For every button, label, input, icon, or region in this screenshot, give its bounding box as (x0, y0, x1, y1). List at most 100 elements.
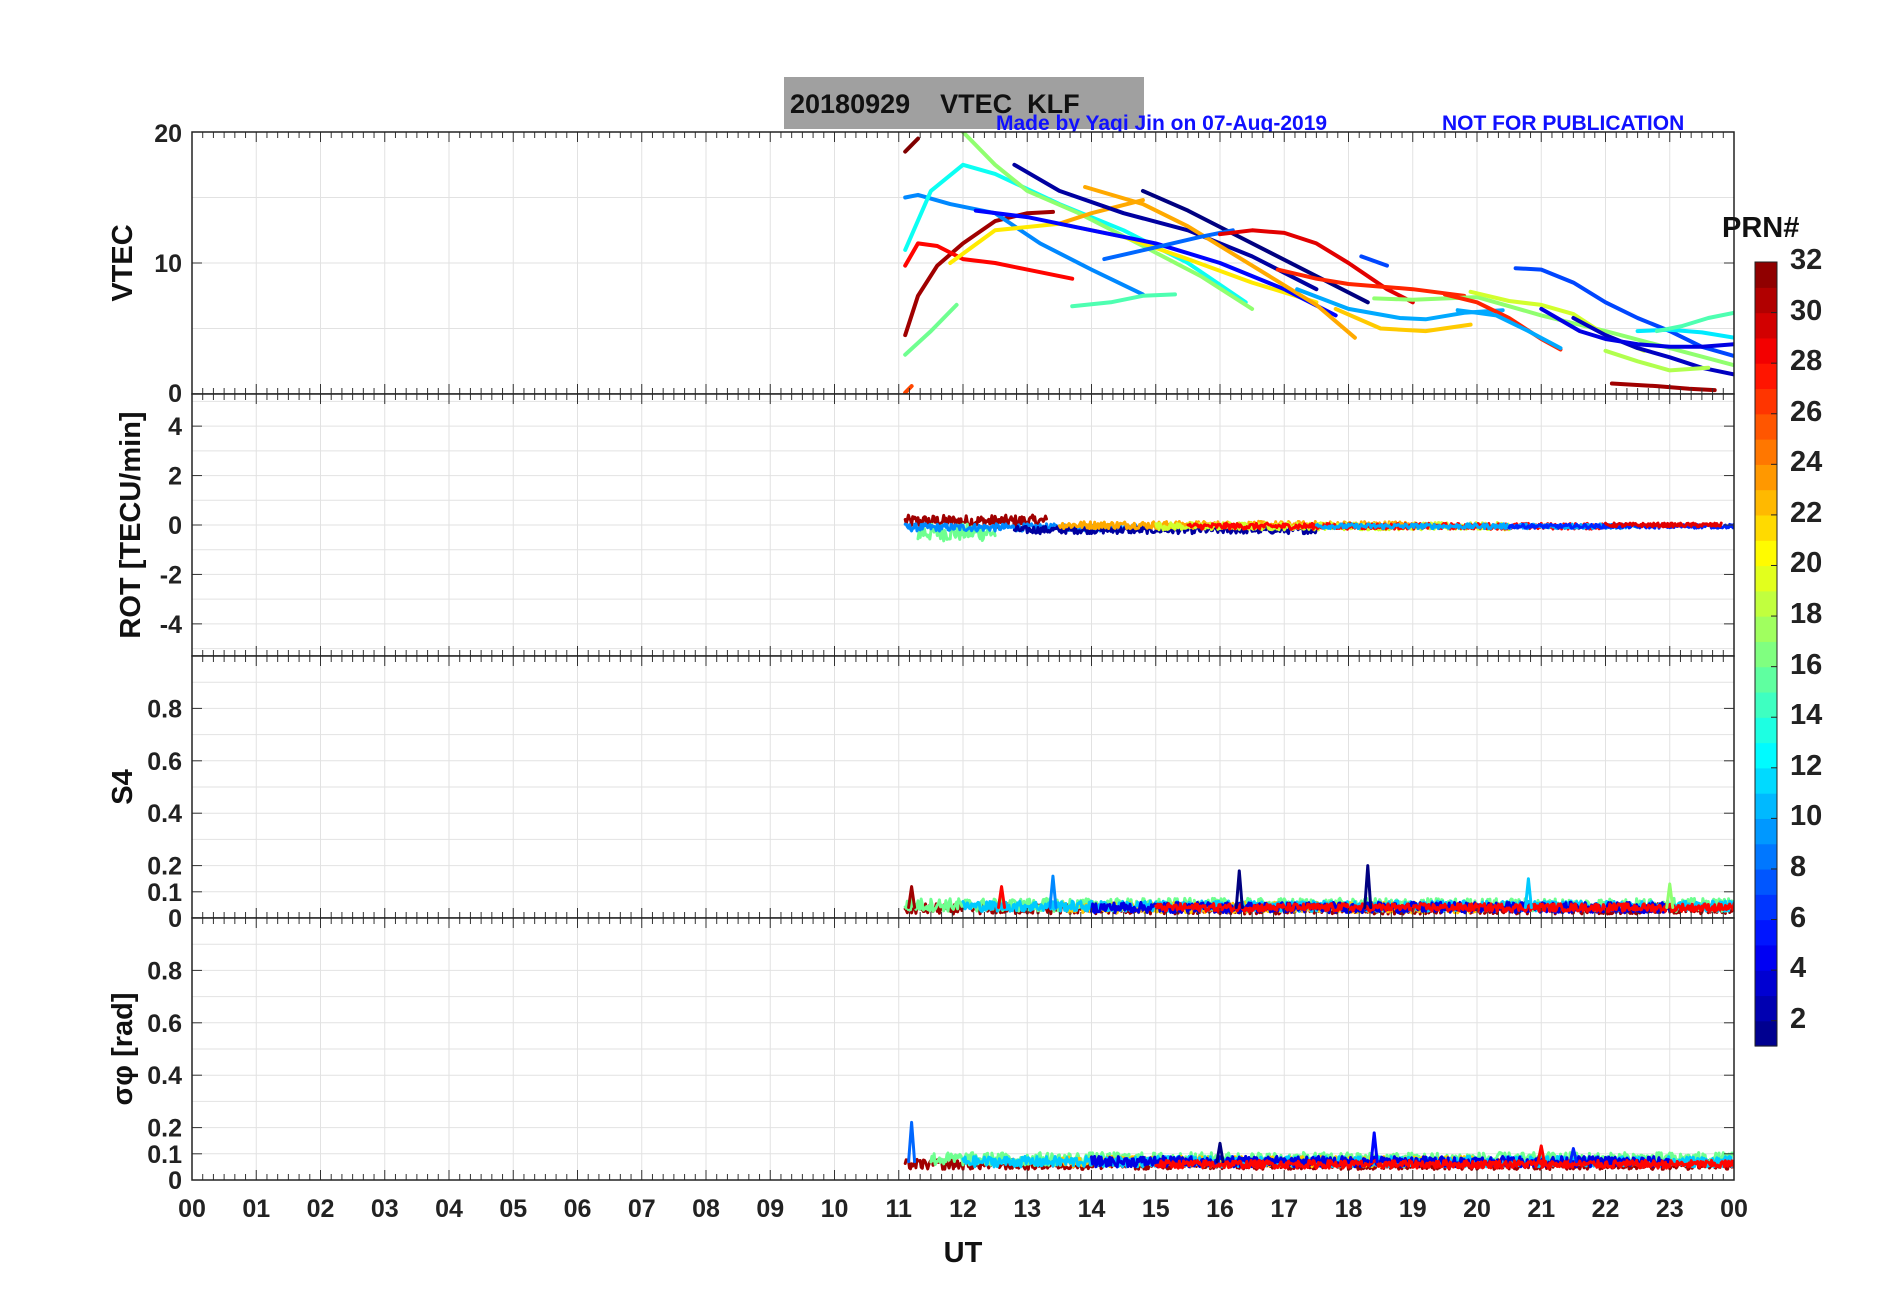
series-line-prn-28 (1154, 1158, 1734, 1170)
x-tick-label: 20 (1463, 1195, 1491, 1223)
y-tick-label: 0.8 (147, 695, 182, 723)
spike-prn-28 (997, 885, 1007, 910)
series-line-prn-8 (1102, 228, 1235, 262)
y-tick-label: 20 (154, 120, 182, 148)
x-tick-label: 03 (371, 1195, 399, 1223)
series-line-prn-29 (1604, 521, 1723, 529)
colorbar-band (1755, 363, 1777, 390)
colorbar-tick-label: 14 (1790, 699, 1823, 732)
y-tick-label: 2 (168, 463, 182, 491)
series-line-prn-2 (1012, 162, 1319, 292)
x-axis-label: UT (944, 1237, 983, 1269)
spike-prn-11 (1523, 877, 1533, 910)
colorbar-tick-label: 10 (1790, 800, 1823, 833)
series-group (903, 513, 1734, 543)
panel-vtec: 0 10 20 VTEC (107, 120, 1735, 408)
x-tick-label: 02 (307, 1195, 335, 1223)
spike-prn-1 (1234, 869, 1244, 910)
x-tick-label: 04 (435, 1195, 463, 1223)
spike-prn-17 (1665, 882, 1675, 910)
series-line-prn-27 (1275, 267, 1467, 298)
series-line-prn-15 (1654, 310, 1734, 334)
x-tick-label: 08 (692, 1195, 720, 1223)
colorbar-frame (1754, 261, 1778, 1047)
panel-rot: -4 -2 0 2 4 ROT [TECU/min] (115, 393, 1735, 657)
colorbar-band (1755, 565, 1777, 592)
colorbar-band (1755, 717, 1777, 744)
colorbar-band (1755, 691, 1777, 718)
colorbar-band (1755, 590, 1777, 617)
colorbar-band (1755, 641, 1777, 668)
x-tick-label: 19 (1399, 1195, 1427, 1223)
x-tick-label: 21 (1527, 1195, 1555, 1223)
series-line-prn-28 (1154, 902, 1734, 913)
colorbar-band (1755, 312, 1777, 339)
colorbar-tick-label: 16 (1790, 648, 1823, 681)
colorbar-band (1755, 464, 1777, 491)
colorbar-band (1755, 818, 1777, 845)
x-tick-label: 16 (1206, 1195, 1234, 1223)
x-minor-ticks (191, 918, 1735, 1180)
y-axis-label: σφ [rad] (107, 992, 139, 1105)
spike-prn-9 (1048, 874, 1058, 910)
y-tick-label: 0.2 (147, 1115, 182, 1143)
colorbar-tick-label: 24 (1790, 446, 1823, 479)
series-line-prn-23 (1083, 185, 1357, 340)
colorbar-band (1755, 944, 1777, 971)
colorbar-tick-label: 32 (1790, 244, 1823, 276)
y-tick-label: 0.6 (147, 748, 182, 776)
spike-prn-1 (1215, 1141, 1225, 1164)
series-group (903, 864, 1734, 916)
colorbar-tick-label: 8 (1790, 850, 1807, 883)
y-tick-label: 0 (168, 905, 182, 933)
colorbar (1754, 261, 1778, 1047)
x-tick-label: 05 (499, 1195, 527, 1223)
x-tick-label: 09 (756, 1195, 784, 1223)
spike-prn-8 (907, 1120, 917, 1164)
colorbar-band (1755, 616, 1777, 642)
x-tick-label: 12 (949, 1195, 977, 1223)
colorbar-band (1755, 262, 1777, 288)
y-axis-label: ROT [TECU/min] (115, 411, 147, 638)
y-axis-label: VTEC (107, 224, 139, 301)
x-tick-label: 23 (1656, 1195, 1684, 1223)
y-tick-label: -2 (160, 561, 182, 589)
colorbar-tick-label: 2 (1790, 1002, 1807, 1035)
colorbar-band (1755, 540, 1777, 567)
series-line-prn-32 (903, 136, 920, 154)
x-tick-label: 13 (1013, 1195, 1041, 1223)
y-tick-label: -4 (160, 611, 182, 639)
series-line-prn-26 (903, 384, 914, 394)
colorbar-tick-label: 22 (1790, 496, 1823, 529)
x-minor-ticks (191, 656, 1735, 918)
series-line-prn-4 (1090, 1154, 1672, 1169)
x-tick-label: 17 (1270, 1195, 1298, 1223)
colorbar-band (1755, 489, 1777, 516)
publication-notice: NOT FOR PUBLICATION (1442, 112, 1685, 135)
series-line-prn-18 (1603, 348, 1711, 373)
series-line-prn-10 (1455, 308, 1563, 351)
colorbar-tick-label: 28 (1790, 345, 1823, 378)
x-tick-label: 06 (564, 1195, 592, 1223)
credit-text: Made by Yaqi Jin on 07-Aug-2019 (996, 112, 1328, 135)
x-tick-label: 00 (178, 1195, 206, 1223)
x-tick-label: 07 (628, 1195, 656, 1223)
panel-frame (191, 917, 1735, 1181)
x-tick-label: 11 (886, 1195, 913, 1223)
colorbar-tick-label: 6 (1790, 901, 1807, 934)
y-tick-label: 0.2 (147, 853, 182, 881)
y-tick-label: 0.1 (147, 879, 182, 907)
colorbar-band (1755, 287, 1777, 314)
spike-prn-31 (907, 885, 917, 910)
series-line-prn-31 (903, 209, 1055, 338)
series-line-prn-16 (916, 522, 997, 543)
colorbar-band (1755, 413, 1777, 440)
colorbar-band (1755, 1020, 1777, 1047)
colorbar-tick-label: 4 (1790, 952, 1807, 985)
series-line-prn-4 (1539, 306, 1734, 349)
x-tick-label: 00 (1720, 1195, 1748, 1223)
series-line-prn-23 (1057, 198, 1145, 226)
grid (191, 656, 1735, 919)
spike-prn-6 (1568, 1147, 1578, 1164)
x-tick-label: 15 (1142, 1195, 1170, 1223)
